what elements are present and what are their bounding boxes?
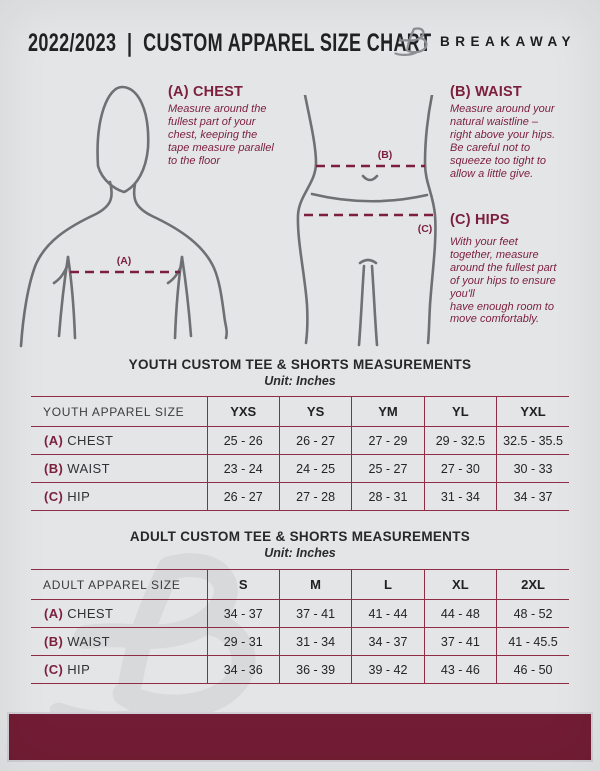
table-cell: 48 - 52 (496, 599, 569, 628)
table-cell: 30 - 33 (496, 454, 569, 483)
youth-col-yxl: YXL (496, 396, 569, 427)
breakaway-b-icon (394, 27, 428, 57)
waist-guide-heading: (B) WAIST (450, 84, 522, 100)
youth-col-header: YOUTH APPAREL SIZE (31, 396, 207, 427)
chest-guide-heading: (A) CHEST (168, 84, 244, 100)
table-cell: 26 - 27 (278, 426, 352, 455)
adult-section-title: ADULT CUSTOM TEE & SHORTS MEASUREMENTS (129, 529, 471, 544)
table-cell: 43 - 46 (423, 655, 497, 684)
adult-hip-row: (C) HIP 34 - 36 36 - 39 39 - 42 43 - 46 … (31, 655, 569, 684)
adult-waist-row: (B) WAIST 29 - 31 31 - 34 34 - 37 37 - 4… (31, 627, 569, 656)
table-cell: 34 - 37 (206, 599, 280, 628)
adult-col-m: M (278, 569, 352, 600)
table-cell: 41 - 45.5 (496, 627, 569, 656)
row-label: HIP (67, 489, 91, 504)
youth-section-title: YOUTH CUSTOM TEE & SHORTS MEASUREMENTS (128, 357, 472, 372)
adult-col-xl: XL (423, 569, 497, 600)
table-cell: 27 - 28 (278, 482, 352, 511)
table-cell: 34 - 36 (206, 655, 280, 684)
upper-body-figure: (A) (19, 85, 228, 348)
table-cell: 26 - 27 (206, 482, 280, 511)
hip-marker-label: (C) (418, 223, 433, 235)
table-cell: 27 - 30 (423, 454, 497, 483)
table-cell: 27 - 29 (351, 426, 425, 455)
table-cell: 29 - 31 (206, 627, 280, 656)
youth-waist-row: (B) WAIST 23 - 24 24 - 25 25 - 27 27 - 3… (31, 454, 569, 483)
adult-col-header: ADULT APPAREL SIZE (31, 569, 207, 600)
table-cell: 25 - 27 (351, 454, 425, 483)
row-label: WAIST (67, 461, 110, 476)
adult-col-2xl: 2XL (496, 569, 569, 600)
lower-body-figure: (B) (C) (296, 95, 438, 347)
youth-size-table: YOUTH APPAREL SIZE YXS YS YM YL YXL (A) … (31, 396, 569, 511)
youth-hip-row: (C) HIP 26 - 27 27 - 28 28 - 31 31 - 34 … (31, 482, 569, 511)
hips-guide-heading: (C) HIPS (450, 212, 510, 228)
table-cell: 32.5 - 35.5 (496, 426, 569, 455)
row-label: CHEST (67, 606, 114, 621)
youth-col-yxs: YXS (206, 396, 280, 427)
table-cell: 44 - 48 (423, 599, 497, 628)
brand-name: BREAKAWAY (439, 34, 576, 49)
row-label: WAIST (67, 634, 110, 649)
row-prefix: (A) (44, 606, 64, 621)
youth-col-ys: YS (278, 396, 352, 427)
table-cell: 28 - 31 (351, 482, 425, 511)
row-prefix: (C) (44, 489, 64, 504)
waist-guide-text: Measure around your natural waistline – … (450, 103, 556, 180)
table-cell: 31 - 34 (278, 627, 352, 656)
brand-logo: BREAKAWAY (394, 26, 576, 58)
adult-unit-label: Unit: Inches (264, 546, 336, 560)
table-cell: 23 - 24 (206, 454, 280, 483)
youth-header-row: YOUTH APPAREL SIZE YXS YS YM YL YXL (31, 396, 569, 427)
youth-unit-label: Unit: Inches (264, 374, 336, 388)
adult-col-s: S (206, 569, 280, 600)
table-cell: 41 - 44 (351, 599, 425, 628)
table-cell: 29 - 32.5 (423, 426, 497, 455)
table-cell: 24 - 25 (278, 454, 352, 483)
page-title: 2022/2023 | CUSTOM APPAREL SIZE CHART (28, 29, 432, 57)
row-prefix: (B) (44, 461, 64, 476)
table-cell: 36 - 39 (278, 655, 352, 684)
adult-chest-row: (A) CHEST 34 - 37 37 - 41 41 - 44 44 - 4… (31, 599, 569, 628)
table-cell: 39 - 42 (351, 655, 425, 684)
footer-accent-bar (7, 712, 593, 762)
table-cell: 46 - 50 (496, 655, 569, 684)
chest-guide-text: Measure around the fullest part of your … (168, 103, 274, 167)
row-label: HIP (67, 662, 91, 677)
row-label: CHEST (67, 433, 114, 448)
row-prefix: (B) (44, 634, 64, 649)
youth-col-ym: YM (351, 396, 425, 427)
waist-marker-label: (B) (378, 149, 393, 161)
adult-size-table: ADULT APPAREL SIZE S M L XL 2XL (A) CHES… (31, 569, 569, 684)
table-cell: 31 - 34 (423, 482, 497, 511)
table-cell: 34 - 37 (496, 482, 569, 511)
table-cell: 25 - 26 (206, 426, 280, 455)
youth-chest-row: (A) CHEST 25 - 26 26 - 27 27 - 29 29 - 3… (31, 426, 569, 455)
row-prefix: (A) (44, 433, 64, 448)
chest-marker-label: (A) (117, 255, 132, 267)
adult-header-row: ADULT APPAREL SIZE S M L XL 2XL (31, 569, 569, 600)
adult-col-l: L (351, 569, 425, 600)
youth-col-yl: YL (423, 396, 497, 427)
row-prefix: (C) (44, 662, 64, 677)
table-cell: 34 - 37 (351, 627, 425, 656)
table-cell: 37 - 41 (278, 599, 352, 628)
table-cell: 37 - 41 (423, 627, 497, 656)
hips-guide-text: With your feet together, measure around … (450, 236, 557, 326)
